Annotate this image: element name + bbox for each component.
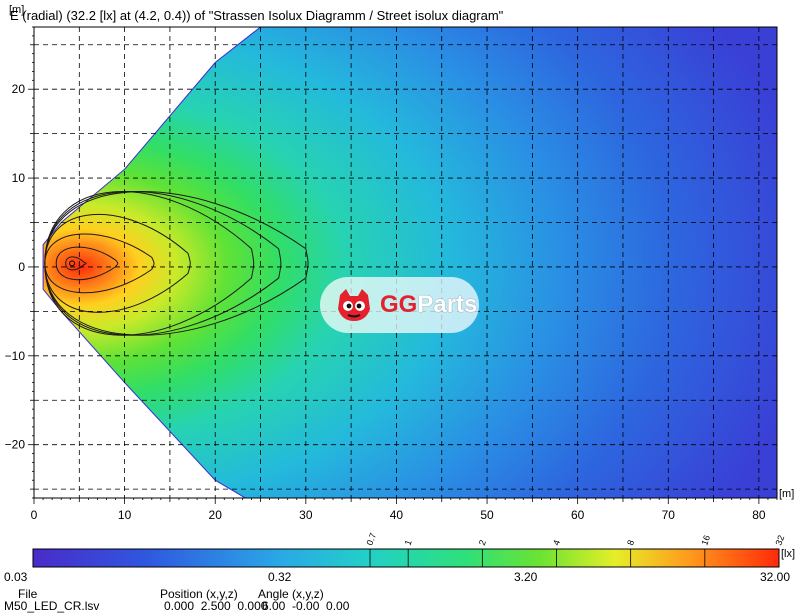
x-tick-label: 60 [571, 508, 585, 522]
x-ticks: 0 10 20 30 40 50 60 70 80 [31, 498, 778, 522]
x-tick-label: 10 [118, 508, 132, 522]
watermark-text-b: Parts [417, 291, 478, 318]
y-tick-label: −20 [5, 438, 26, 452]
y-tick-label: 20 [12, 82, 26, 96]
y-ticks: 20 10 0 −10 −20 [5, 26, 34, 499]
angle-label: Angle (x,y,z) [258, 587, 324, 601]
y-tick-label: 0 [18, 260, 25, 274]
watermark-badge: GGParts [320, 277, 479, 333]
file-value: M50_LED_CR.lsv [4, 599, 100, 613]
x-tick-label: 20 [209, 508, 223, 522]
angle-value: 6.00 -0.00 0.00 [262, 599, 350, 613]
colorbar-level-label: 0.7 [365, 532, 379, 547]
watermark-text-a: GG [380, 291, 418, 318]
isolux-contour-32 [65, 256, 87, 271]
colorbar-unit: [lx] [781, 548, 796, 560]
position-label: Position (x,y,z) [160, 587, 238, 601]
grid-lines [34, 27, 777, 498]
x-tick-label: 80 [752, 508, 766, 522]
colorbar-level-label: 8 [625, 539, 636, 547]
isolux-contours [44, 191, 309, 336]
chart-title: E (radial) (32.2 [lx] at (4.2, 0.4)) of … [10, 8, 504, 23]
watermark-text: GGParts [380, 291, 477, 319]
colorbar-level-label: 32 [773, 534, 786, 547]
colorbar-level-label: 1 [403, 539, 414, 547]
x-axis-unit: [m] [779, 488, 795, 500]
isolux-contour-8 [44, 233, 155, 294]
isolux-contour-0.7 [44, 191, 309, 336]
y-tick-label: 10 [12, 171, 26, 185]
colorbar-label-2: 0.32 [268, 570, 292, 584]
isolux-contour-4 [44, 213, 191, 313]
peak-marker [69, 260, 76, 267]
gg-mascot-icon [338, 289, 370, 321]
position-value: 0.000 2.500 0.000 [164, 599, 268, 613]
colorbar [32, 548, 780, 568]
isolux-contour-1 [44, 191, 282, 336]
isolux-contour-16 [55, 246, 119, 281]
colorbar-level-label: 4 [551, 539, 562, 547]
x-tick-label: 50 [480, 508, 494, 522]
colorbar-label-min: 0.03 [4, 570, 28, 584]
x-tick-label: 40 [390, 508, 404, 522]
x-tick-label: 0 [31, 508, 38, 522]
file-label: File [18, 587, 38, 601]
colorbar-label-max: 32.00 [760, 570, 791, 584]
colorbar-level-label: 2 [477, 539, 488, 547]
colorbar-level-label: 16 [699, 534, 712, 547]
y-axis-unit: [m] [9, 4, 25, 16]
y-tick-label: −10 [5, 349, 26, 363]
x-tick-label: 30 [299, 508, 313, 522]
isolux-contour-2 [44, 191, 255, 336]
x-tick-label: 70 [662, 508, 676, 522]
colorbar-label-3: 3.20 [514, 570, 538, 584]
colorbar-ticks: 0.7 1 2 4 8 16 32 [365, 532, 786, 567]
